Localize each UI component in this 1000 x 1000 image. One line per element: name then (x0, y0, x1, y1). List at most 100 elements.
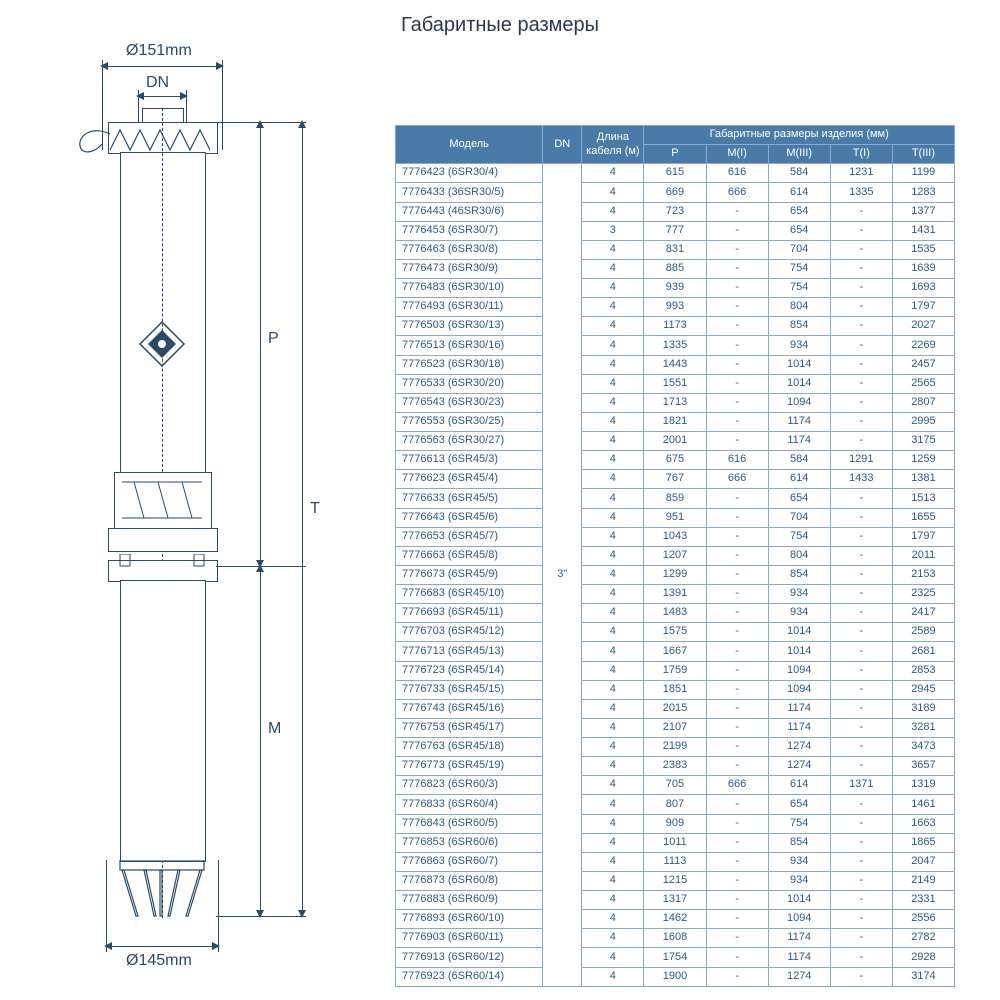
cell-t1: - (830, 393, 892, 412)
cell-dn: 3" (543, 164, 582, 986)
cell-model: 7776863 (6SR60/7) (396, 852, 543, 871)
cell-t1: - (830, 852, 892, 871)
table-row: 7776863 (6SR60/7)41113-934-2047 (396, 852, 955, 871)
cell-m1: 666 (706, 776, 768, 795)
cell-cable: 4 (582, 585, 644, 604)
cell-cable: 4 (582, 565, 644, 584)
cell-m3: 704 (768, 508, 830, 527)
cell-cable: 4 (582, 279, 644, 298)
cell-m1: - (706, 355, 768, 374)
table-row: 7776563 (6SR30/27)42001-1174-3175 (396, 432, 955, 451)
cell-p: 859 (644, 489, 706, 508)
cell-t1: - (830, 508, 892, 527)
cell-p: 777 (644, 221, 706, 240)
cell-t1: - (830, 795, 892, 814)
cell-cable: 3 (582, 221, 644, 240)
th-model: Модель (396, 126, 543, 164)
cell-m1: - (706, 279, 768, 298)
cell-m3: 804 (768, 298, 830, 317)
cell-m1: - (706, 259, 768, 278)
table-row: 7776523 (6SR30/18)41443-1014-2457 (396, 355, 955, 374)
cell-cable: 4 (582, 470, 644, 489)
page-title: Габаритные размеры (0, 14, 1000, 37)
cell-p: 1391 (644, 585, 706, 604)
cell-model: 7776493 (6SR30/11) (396, 298, 543, 317)
cell-model: 7776913 (6SR60/12) (396, 948, 543, 967)
cell-p: 1483 (644, 604, 706, 623)
cell-m3: 854 (768, 833, 830, 852)
cell-p: 723 (644, 202, 706, 221)
cell-model: 7776643 (6SR45/6) (396, 508, 543, 527)
table-row: 7776543 (6SR30/23)41713-1094-2807 (396, 393, 955, 412)
cell-m3: 1014 (768, 891, 830, 910)
cell-m1: - (706, 489, 768, 508)
cell-cable: 4 (582, 948, 644, 967)
cell-p: 2015 (644, 699, 706, 718)
cell-m3: 654 (768, 489, 830, 508)
cell-m1: - (706, 738, 768, 757)
cell-cable: 4 (582, 910, 644, 929)
cell-model: 7776523 (6SR30/18) (396, 355, 543, 374)
cell-model: 7776513 (6SR30/16) (396, 336, 543, 355)
cell-t1: - (830, 929, 892, 948)
cell-t1: 1371 (830, 776, 892, 795)
cell-m3: 1174 (768, 929, 830, 948)
cell-t3: 2681 (892, 642, 954, 661)
cell-t3: 1797 (892, 298, 954, 317)
cell-m1: - (706, 393, 768, 412)
cell-model: 7776633 (6SR45/5) (396, 489, 543, 508)
cell-t3: 1513 (892, 489, 954, 508)
cell-t1: - (830, 699, 892, 718)
cell-cable: 4 (582, 661, 644, 680)
cell-t3: 3189 (892, 699, 954, 718)
cell-t3: 2853 (892, 661, 954, 680)
cell-t3: 2011 (892, 546, 954, 565)
cell-p: 705 (644, 776, 706, 795)
cell-t1: 1291 (830, 451, 892, 470)
cell-t1: - (830, 355, 892, 374)
cell-t3: 3657 (892, 757, 954, 776)
cell-t1: - (830, 718, 892, 737)
cell-t1: - (830, 298, 892, 317)
cell-m3: 654 (768, 221, 830, 240)
cell-m3: 654 (768, 202, 830, 221)
cell-p: 1207 (644, 546, 706, 565)
cell-t1: - (830, 661, 892, 680)
cell-m1: - (706, 221, 768, 240)
table-row: 7776913 (6SR60/12)41754-1174-2928 (396, 948, 955, 967)
cell-t1: - (830, 221, 892, 240)
cell-p: 1667 (644, 642, 706, 661)
cell-cable: 4 (582, 489, 644, 508)
cell-p: 909 (644, 814, 706, 833)
cell-t3: 3473 (892, 738, 954, 757)
cell-m3: 1094 (768, 680, 830, 699)
cell-model: 7776423 (6SR30/4) (396, 164, 543, 183)
cell-p: 807 (644, 795, 706, 814)
cell-cable: 4 (582, 642, 644, 661)
cell-t3: 2556 (892, 910, 954, 929)
cell-cable: 4 (582, 546, 644, 565)
cell-t3: 3174 (892, 967, 954, 986)
cell-m1: 616 (706, 164, 768, 183)
cell-t3: 1461 (892, 795, 954, 814)
cell-m3: 854 (768, 565, 830, 584)
cell-t1: - (830, 240, 892, 259)
cell-model: 7776893 (6SR60/10) (396, 910, 543, 929)
cell-model: 7776703 (6SR45/12) (396, 623, 543, 642)
table-row: 7776773 (6SR45/19)42383-1274-3657 (396, 757, 955, 776)
th-dn: DN (543, 126, 582, 164)
table-row: 7776743 (6SR45/16)42015-1174-3189 (396, 699, 955, 718)
cell-p: 1299 (644, 565, 706, 584)
cell-m3: 584 (768, 451, 830, 470)
table-row: 7776513 (6SR30/16)41335-934-2269 (396, 336, 955, 355)
cell-model: 7776733 (6SR45/15) (396, 680, 543, 699)
table-row: 7776873 (6SR60/8)41215-934-2149 (396, 871, 955, 890)
table-row: 7776823 (6SR60/3)470566661413711319 (396, 776, 955, 795)
cell-t1: - (830, 374, 892, 393)
cell-t1: - (830, 412, 892, 431)
cell-t1: - (830, 527, 892, 546)
cell-cable: 4 (582, 164, 644, 183)
th-cable: Длинакабеля (м) (582, 126, 644, 164)
cell-t1: 1231 (830, 164, 892, 183)
table-row: 7776433 (36SR30/5)466966661413351283 (396, 183, 955, 202)
